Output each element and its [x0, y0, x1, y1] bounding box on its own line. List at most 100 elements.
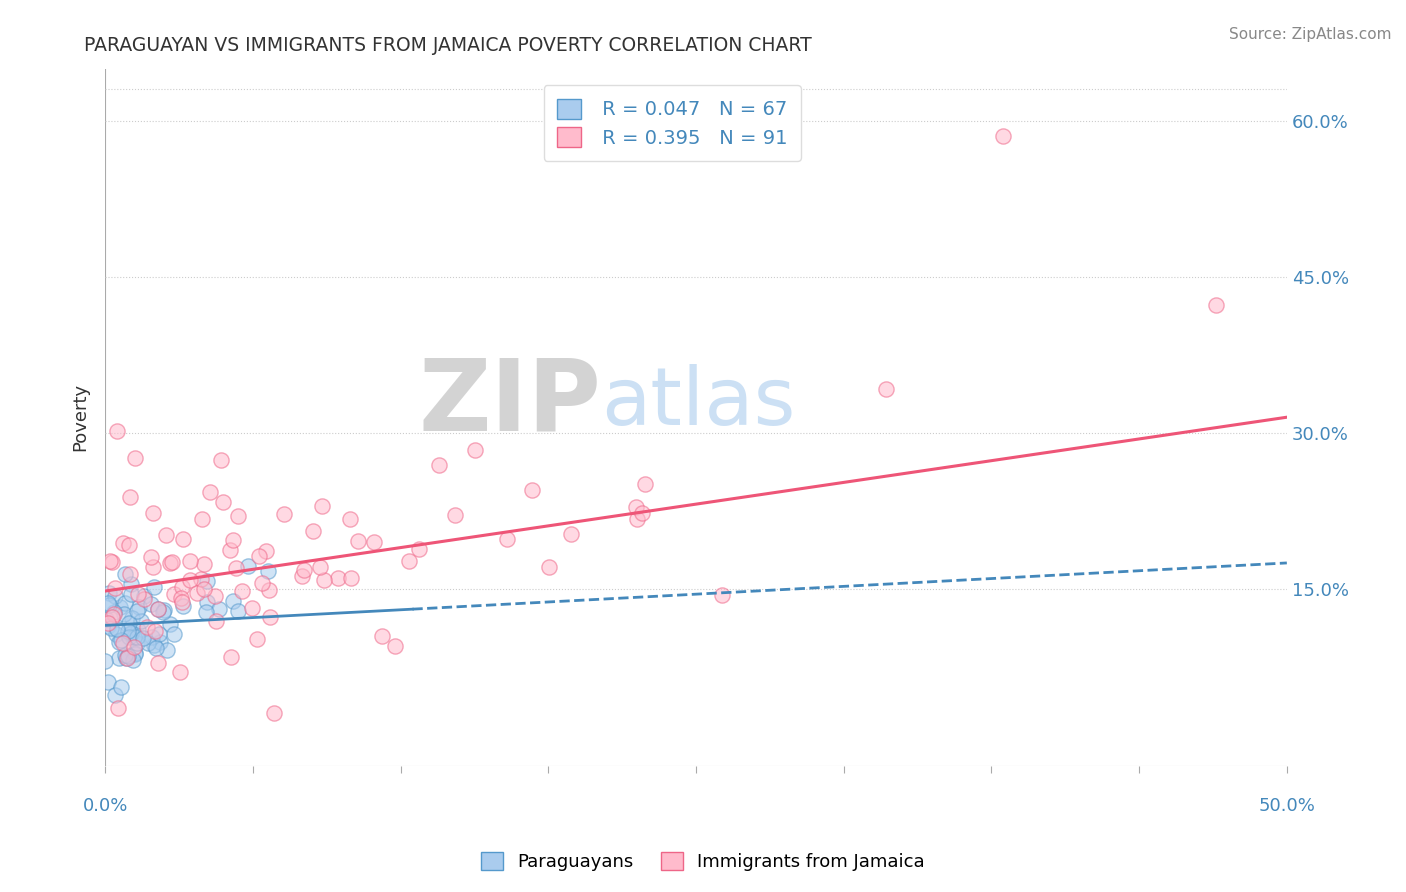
Text: Source: ZipAtlas.com: Source: ZipAtlas.com: [1229, 27, 1392, 42]
Point: [100, 621, 122, 635]
Point: [160, 555, 183, 569]
Point: [496, 532, 519, 546]
Point: [339, 571, 361, 585]
Point: [121, 611, 143, 625]
Point: [136, 619, 159, 633]
Point: [103, 605, 125, 619]
Point: [125, 635, 148, 649]
Point: [117, 624, 139, 638]
Point: [204, 590, 226, 604]
Point: [97, 674, 120, 689]
Point: [136, 636, 159, 650]
Legend:  R = 0.047   N = 67,  R = 0.395   N = 91: R = 0.047 N = 67, R = 0.395 N = 91: [544, 86, 801, 161]
Point: [132, 631, 155, 645]
Text: atlas: atlas: [602, 364, 796, 442]
Point: [125, 604, 148, 618]
Point: [105, 623, 128, 637]
Point: [172, 595, 194, 609]
Point: [134, 591, 156, 606]
Point: [114, 648, 136, 662]
Point: [560, 527, 582, 541]
Point: [149, 634, 172, 648]
Point: [148, 627, 170, 641]
Point: [117, 615, 139, 630]
Point: [146, 602, 169, 616]
Point: [120, 587, 142, 601]
Point: [110, 633, 132, 648]
Point: [311, 500, 333, 514]
Point: [114, 651, 136, 665]
Point: [145, 640, 167, 655]
Point: [124, 646, 146, 660]
Point: [200, 484, 222, 499]
Point: [103, 607, 125, 621]
Point: [246, 632, 269, 647]
Point: [363, 535, 385, 549]
Point: [219, 543, 242, 558]
Point: [139, 597, 162, 611]
Point: [256, 564, 278, 578]
Point: [142, 506, 165, 520]
Point: [163, 627, 186, 641]
Point: [254, 543, 277, 558]
Point: [105, 627, 128, 641]
Point: [464, 442, 486, 457]
Legend: Paraguayans, Immigrants from Jamaica: Paraguayans, Immigrants from Jamaica: [474, 845, 932, 879]
Point: [127, 623, 149, 637]
Point: [108, 599, 131, 614]
Point: [226, 509, 249, 524]
Point: [96, 612, 118, 626]
Point: [219, 649, 242, 664]
Point: [314, 574, 336, 588]
Point: [226, 604, 249, 618]
Point: [624, 500, 647, 514]
Point: [328, 571, 350, 585]
Point: [97, 619, 120, 633]
Point: [172, 599, 194, 613]
Point: [125, 630, 148, 644]
Point: [195, 574, 218, 589]
Point: [170, 591, 193, 605]
Point: [190, 511, 212, 525]
Point: [98, 553, 121, 567]
Point: [291, 568, 314, 582]
Point: [94, 654, 117, 668]
Point: [172, 532, 194, 546]
Point: [222, 533, 245, 548]
Point: [118, 491, 141, 505]
Point: [124, 450, 146, 465]
Point: [118, 627, 141, 641]
Point: [179, 554, 201, 568]
Point: [120, 566, 142, 581]
Point: [156, 643, 179, 657]
Point: [143, 580, 166, 594]
Point: [222, 594, 245, 608]
Point: [190, 572, 212, 586]
Point: [141, 630, 163, 644]
Point: [347, 533, 370, 548]
Point: [633, 477, 655, 491]
Point: [249, 549, 271, 563]
Point: [172, 580, 194, 594]
Point: [122, 640, 145, 654]
Point: [114, 596, 136, 610]
Point: [169, 665, 191, 680]
Point: [142, 638, 165, 652]
Point: [104, 589, 127, 603]
Point: [631, 506, 654, 520]
Point: [876, 383, 898, 397]
Point: [122, 630, 145, 644]
Point: [195, 605, 218, 619]
Point: [124, 647, 146, 661]
Point: [155, 527, 177, 541]
Point: [444, 508, 467, 522]
Point: [117, 648, 139, 663]
Point: [1205, 298, 1227, 312]
Point: [384, 639, 406, 653]
Point: [250, 575, 273, 590]
Point: [242, 600, 264, 615]
Point: [339, 511, 361, 525]
Point: [107, 651, 129, 665]
Point: [114, 567, 136, 582]
Point: [427, 458, 450, 472]
